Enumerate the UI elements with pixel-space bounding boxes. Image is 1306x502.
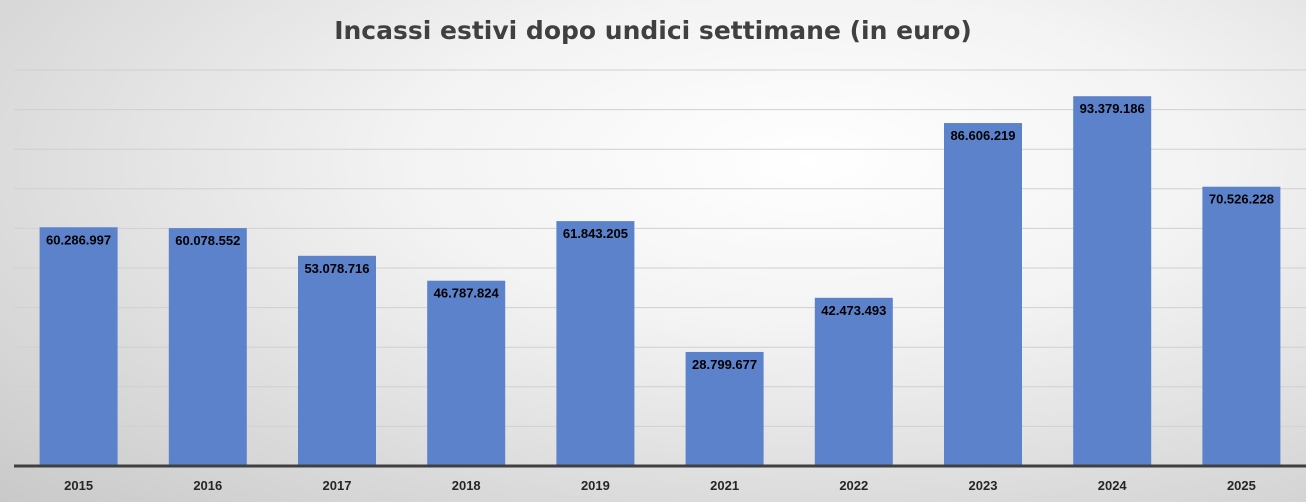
data-label-2023: 86.606.219 bbox=[950, 128, 1015, 143]
data-labels: 60.286.997 60.078.552 53.078.716 46.787.824… bbox=[46, 101, 1274, 372]
data-label-2024: 93.379.186 bbox=[1080, 101, 1145, 116]
data-label-2018: 46.787.824 bbox=[434, 286, 500, 301]
x-tick-label-2023: 2023 bbox=[969, 478, 998, 493]
bar-2019 bbox=[556, 221, 635, 466]
bar-2025 bbox=[1202, 186, 1281, 467]
data-label-2015: 60.286.997 bbox=[46, 232, 111, 247]
x-tick-label-2022: 2022 bbox=[839, 478, 868, 493]
x-tick-label-2017: 2017 bbox=[323, 478, 352, 493]
x-tick-label-2016: 2016 bbox=[193, 478, 222, 493]
bar-2024 bbox=[1073, 96, 1152, 467]
bar-2018 bbox=[427, 280, 506, 466]
data-label-2019: 61.843.205 bbox=[563, 226, 628, 241]
x-tick-label-2018: 2018 bbox=[452, 478, 481, 493]
data-label-2022: 42.473.493 bbox=[821, 303, 886, 318]
x-tick-label-2024: 2024 bbox=[1098, 478, 1128, 493]
data-label-2016: 60.078.552 bbox=[175, 233, 240, 248]
data-label-2021: 28.799.677 bbox=[692, 357, 757, 372]
x-tick-label-2015: 2015 bbox=[64, 478, 93, 493]
bar-2021 bbox=[685, 351, 764, 466]
x-axis: 2015 2016 2017 2018 2019 2021 2022 2023 2024 2025 bbox=[14, 464, 1306, 493]
x-tick-label-2025: 2025 bbox=[1227, 478, 1256, 493]
x-tick-label-2019: 2019 bbox=[581, 478, 610, 493]
bar-2023 bbox=[944, 123, 1022, 467]
bar-2017 bbox=[298, 255, 376, 466]
bar-2022 bbox=[814, 297, 893, 466]
bars bbox=[39, 96, 1281, 467]
x-tick-label-2021: 2021 bbox=[710, 478, 739, 493]
data-label-2025: 70.526.228 bbox=[1209, 192, 1274, 207]
data-label-2017: 53.078.716 bbox=[304, 261, 369, 276]
bar-2015 bbox=[39, 227, 118, 466]
chart-title: Incassi estivi dopo undici settimane (in… bbox=[334, 16, 972, 45]
bar-2016 bbox=[168, 228, 247, 466]
